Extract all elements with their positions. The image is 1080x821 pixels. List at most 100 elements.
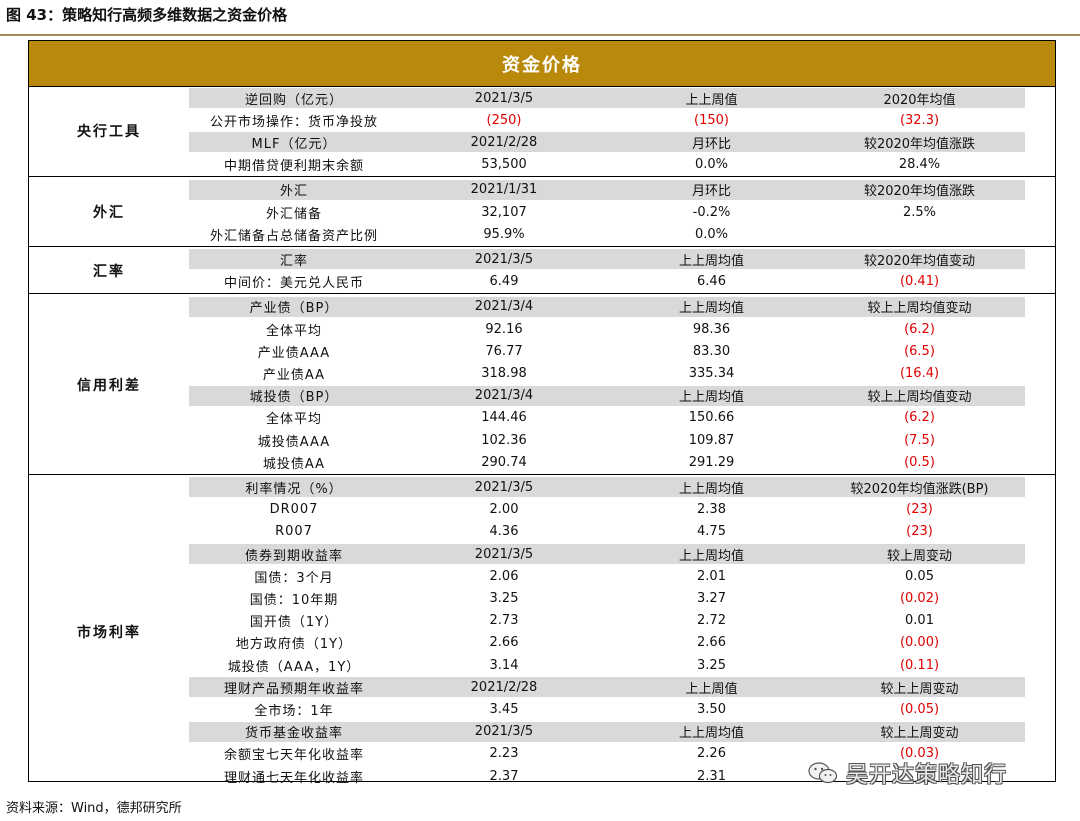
row-value: 2.66: [489, 635, 519, 651]
row-compare: 3.50: [697, 701, 726, 717]
row-change: (23): [906, 524, 933, 540]
table-subheader-row: MLF（亿元） 2021/2/28 月环比 较2020年均值涨跌: [189, 131, 1025, 154]
table-row: DR007 2.00 2.38 (23): [189, 499, 1025, 521]
table-banner: 资金价格: [28, 40, 1056, 87]
row-change: (16.4): [899, 365, 940, 381]
table-subheader-row: 利率情况（%） 2021/3/5 上上周均值 较2020年均值涨跌(BP): [189, 476, 1025, 499]
row-change: 较上上周变动: [880, 726, 959, 742]
row-value: 2021/3/5: [474, 479, 534, 495]
row-label: 国开债（1Y）: [249, 615, 339, 631]
row-label: 中间价：美元兑人民币: [223, 276, 364, 292]
row-compare: 4.75: [697, 524, 726, 540]
row-value: 2021/3/4: [474, 299, 534, 315]
row-compare: 335.34: [688, 365, 735, 381]
section-label: 央行工具: [77, 124, 141, 141]
row-compare: 月环比: [691, 136, 731, 152]
row-change: (23): [906, 502, 933, 518]
row-value: 2021/2/28: [470, 679, 538, 695]
row-compare: 上上周值: [685, 681, 738, 697]
row-label: 外汇储备: [265, 206, 322, 222]
watermark: 吴开达策略知行: [808, 757, 1007, 789]
row-value: 3.14: [489, 657, 519, 673]
row-compare: 上上周值: [685, 92, 738, 108]
row-label: MLF（亿元）: [251, 136, 337, 152]
row-change: 较上上周均值变动: [867, 390, 972, 406]
row-label: 国债：10年期: [249, 592, 339, 608]
section-label: 市场利率: [77, 624, 141, 641]
row-value: (250): [486, 112, 522, 128]
row-value: 318.98: [481, 365, 527, 381]
row-compare: 3.25: [697, 657, 726, 673]
row-change: (6.2): [904, 321, 935, 337]
table-row: 外汇储备占总储备资产比例 95.9% 0.0%: [189, 223, 1025, 245]
row-compare: 2.26: [697, 746, 726, 762]
row-label: 外汇: [279, 184, 308, 200]
table-row: 国债：3个月 2.06 2.01 0.05: [189, 565, 1025, 587]
row-label: 货币基金收益率: [244, 726, 343, 742]
row-label: 外汇储备占总储备资产比例: [209, 228, 378, 244]
row-label: 债券到期收益率: [244, 548, 343, 564]
row-compare: 83.30: [692, 343, 731, 359]
row-compare: 3.27: [697, 590, 726, 606]
table-subheader-row: 城投债（BP） 2021/3/4 上上周均值 较上上周均值变动: [189, 384, 1025, 407]
table-row: 理财通七天年化收益率 2.37 2.31: [189, 765, 1025, 787]
row-change: 较上上周变动: [880, 681, 959, 697]
table-row: R007 4.36 4.75 (23): [189, 521, 1025, 543]
row-change: 较2020年均值变动: [863, 253, 976, 269]
table-subheader-row: 汇率 2021/3/5 上上周均值 较2020年均值变动: [189, 248, 1025, 271]
row-label: 产业债（BP）: [249, 301, 339, 317]
row-label: 全体平均: [265, 412, 322, 428]
row-value: 2021/3/5: [474, 546, 534, 562]
row-compare: 上上周均值: [678, 253, 744, 269]
row-compare: (150): [694, 112, 729, 128]
row-change: (0.11): [899, 657, 940, 673]
row-value: 102.36: [481, 432, 527, 448]
row-compare: 上上周均值: [678, 548, 744, 564]
row-label: 城投债AAA: [257, 434, 331, 450]
figure-title: 图 43：策略知行高频多维数据之资金价格: [6, 6, 288, 24]
row-change: (0.41): [899, 274, 940, 290]
table-row: 全体平均 144.46 150.66 (6.2): [189, 407, 1025, 429]
row-change: 2.5%: [902, 204, 937, 220]
row-compare: 109.87: [688, 432, 735, 448]
row-change: 较上上周均值变动: [867, 301, 972, 317]
row-value: 2.73: [489, 613, 519, 629]
title-divider: [0, 34, 1080, 36]
row-compare: 98.36: [692, 321, 731, 337]
row-compare: 2.01: [697, 568, 726, 584]
table-row: 中间价：美元兑人民币 6.49 6.46 (0.41): [189, 271, 1025, 293]
row-label: 产业债AAA: [257, 345, 331, 361]
row-value: 2021/3/5: [474, 724, 534, 740]
row-value: 3.25: [489, 590, 519, 606]
row-change: (7.5): [904, 432, 935, 448]
table-subheader-row: 外汇 2021/1/31 月环比 较2020年均值涨跌: [189, 178, 1025, 201]
row-value: 144.46: [481, 410, 527, 426]
table-row: 余额宝七天年化收益率 2.23 2.26 (0.03): [189, 743, 1025, 765]
table-subheader-row: 理财产品预期年收益率 2021/2/28 上上周值 较上上周变动: [189, 676, 1025, 699]
row-change: 较2020年均值涨跌: [863, 136, 976, 152]
row-compare: 月环比: [691, 184, 731, 200]
row-value: 76.77: [485, 343, 523, 359]
table-row: 产业债AA 318.98 335.34 (16.4): [189, 362, 1025, 384]
row-compare: 2.31: [697, 768, 726, 784]
row-change: 0.05: [905, 568, 934, 584]
row-change: 2020年均值: [883, 92, 956, 108]
row-value: 2.06: [489, 568, 519, 584]
row-compare: 2.38: [697, 502, 726, 518]
row-label: 城投债（AAA，1Y）: [227, 659, 361, 675]
row-value: 2021/3/5: [474, 251, 534, 267]
table-row: 地方政府债（1Y） 2.66 2.66 (0.00): [189, 632, 1025, 654]
row-label: 余额宝七天年化收益率: [223, 748, 364, 764]
row-label: R007: [275, 524, 313, 540]
row-label: 城投债AA: [262, 456, 326, 472]
row-label: 汇率: [279, 253, 308, 269]
table-row: 全体平均 92.16 98.36 (6.2): [189, 318, 1025, 340]
row-change: 0.01: [905, 613, 934, 629]
table-subheader-row: 逆回购（亿元） 2021/3/5 上上周值 2020年均值: [189, 87, 1025, 109]
row-change: (0.00): [899, 635, 940, 651]
table-subheader-row: 债券到期收益率 2021/3/5 上上周均值 较上周变动: [189, 543, 1025, 565]
row-value: 4.36: [489, 524, 519, 540]
wechat-icon: [808, 762, 838, 784]
row-label: 利率情况（%）: [245, 481, 343, 497]
table-subheader-row: 产业债（BP） 2021/3/4 上上周均值 较上上周均值变动: [189, 295, 1025, 318]
